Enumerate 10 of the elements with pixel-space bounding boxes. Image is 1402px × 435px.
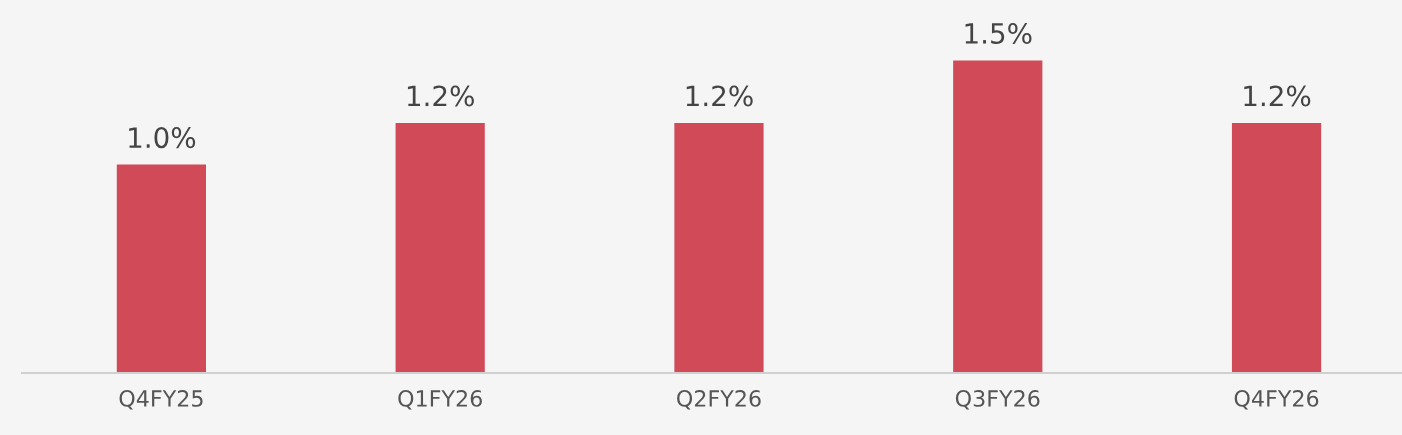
x-tick-label: Q4FY26 [1234,390,1319,410]
data-label: 1.0% [129,127,196,149]
x-tick-label: Q2FY26 [677,390,761,410]
data-label: 1.2% [1244,85,1311,107]
x-tick-label: Q1FY26 [398,390,482,410]
data-label: 1.2% [686,85,753,107]
x-tick-label: Q3FY26 [955,390,1040,410]
data-label: 1.2% [407,85,474,107]
data-label: 1.5% [965,22,1032,44]
x-tick-label: Q4FY25 [119,390,203,410]
